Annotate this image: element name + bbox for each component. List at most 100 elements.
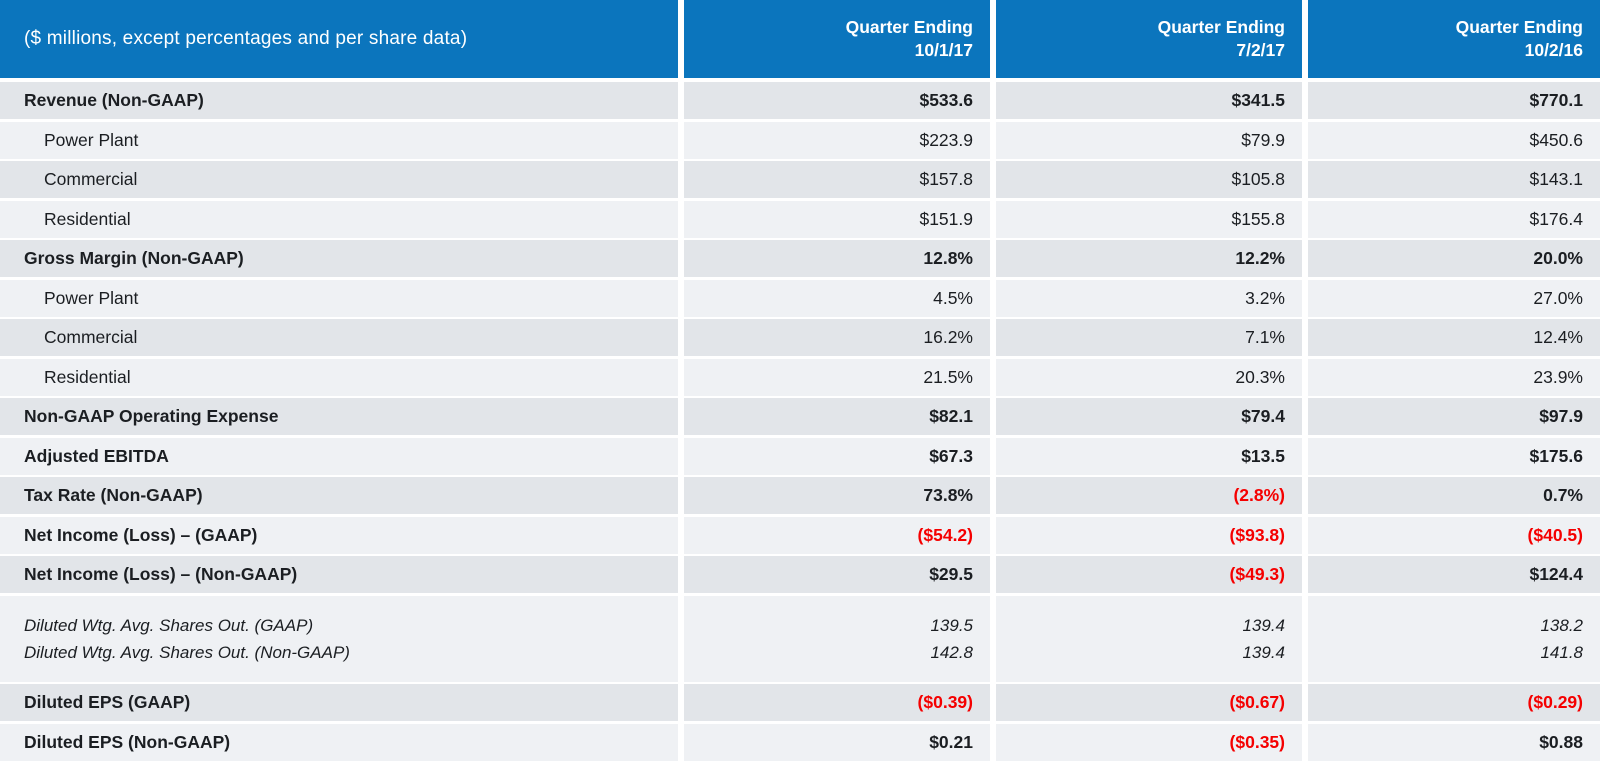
row-label-text: Gross Margin (Non-GAAP): [24, 248, 244, 268]
row-value-cell: $533.6: [684, 82, 990, 119]
row-label: Net Income (Loss) – (Non-GAAP): [0, 556, 678, 593]
row-label: Commercial: [0, 319, 678, 356]
cell-value: $82.1: [929, 406, 973, 426]
row-value-cell: 16.2%: [684, 319, 990, 356]
cell-value: 21.5%: [923, 366, 973, 387]
cell-value-line: 141.8: [1540, 639, 1583, 666]
cell-value: 23.9%: [1533, 366, 1583, 387]
table-body: Revenue (Non-GAAP) $533.6 $341.5 $770.1 Powe…: [0, 82, 1600, 761]
column-header-title: Quarter Ending: [1455, 16, 1583, 37]
cell-value: 141.8: [1540, 642, 1583, 662]
row-value-cell: 20.3%: [996, 358, 1302, 396]
column-header-date: 10/2/16: [1524, 40, 1583, 60]
column-header-q2-2017: Quarter Ending 7/2/17: [996, 0, 1302, 78]
row-value-cell: ($40.5): [1308, 516, 1600, 554]
column-header-text: Quarter Ending 10/2/16: [1456, 16, 1583, 62]
row-label-text: Commercial: [44, 327, 138, 347]
cell-value: 7.1%: [1245, 327, 1285, 347]
row-value-cell: ($0.39): [684, 684, 990, 721]
cell-value: 142.8: [930, 642, 973, 662]
table-units-caption: ($ millions, except percentages and per …: [0, 0, 678, 78]
column-header-title: Quarter Ending: [1157, 16, 1285, 37]
row-value-cell: $67.3: [684, 437, 990, 475]
cell-value: 0.7%: [1543, 485, 1583, 505]
row-value-cell: $151.9: [684, 200, 990, 238]
row-label-text: Adjusted EBITDA: [24, 445, 169, 466]
row-value-cell: $105.8: [996, 161, 1302, 198]
row-value-cell: $175.6: [1308, 437, 1600, 475]
row-label-line: Diluted Wtg. Avg. Shares Out. (Non-GAAP): [24, 642, 350, 662]
cell-value: $0.21: [929, 731, 973, 752]
cell-value: ($54.2): [917, 524, 973, 545]
row-label-text: Residential: [44, 208, 131, 229]
row-value-cell: 138.2 141.8: [1308, 595, 1600, 682]
table-row: Commercial 16.2% 7.1% 12.4%: [0, 319, 1600, 356]
table-row: Residential 21.5% 20.3% 23.9%: [0, 358, 1600, 396]
row-label: Diluted EPS (GAAP): [0, 684, 678, 721]
units-caption-text: ($ millions, except percentages and per …: [24, 28, 468, 49]
table-row: Diluted EPS (Non-GAAP) $0.21 ($0.35) $0.88: [0, 723, 1600, 761]
row-value-cell: 20.0%: [1308, 240, 1600, 277]
column-header-title: Quarter Ending: [845, 16, 973, 37]
row-value-cell: $770.1: [1308, 82, 1600, 119]
cell-value: (2.8%): [1233, 485, 1285, 505]
cell-value: 12.4%: [1533, 327, 1583, 347]
cell-value: 4.5%: [933, 287, 973, 308]
row-label-text: Power Plant: [44, 287, 139, 308]
cell-value: $176.4: [1529, 208, 1583, 229]
column-header-date: 7/2/17: [1236, 40, 1285, 60]
cell-value: $0.88: [1539, 731, 1583, 752]
row-value-cell: $176.4: [1308, 200, 1600, 238]
row-label-text: Power Plant: [44, 129, 139, 150]
cell-value: 3.2%: [1245, 287, 1285, 308]
row-label-text: Net Income (Loss) – (Non-GAAP): [24, 564, 298, 584]
row-value-cell: ($0.29): [1308, 684, 1600, 721]
row-value-cell: $0.88: [1308, 723, 1600, 761]
cell-value: $79.4: [1241, 406, 1285, 426]
cell-value: $157.8: [919, 169, 973, 189]
row-value-cell: $82.1: [684, 398, 990, 435]
table-row: Residential $151.9 $155.8 $176.4: [0, 200, 1600, 238]
cell-value: ($0.29): [1527, 692, 1583, 712]
row-label-text: Tax Rate (Non-GAAP): [24, 485, 203, 505]
row-value-cell: 21.5%: [684, 358, 990, 396]
cell-value: ($0.39): [917, 692, 973, 712]
row-label: Net Income (Loss) – (GAAP): [0, 516, 678, 554]
row-label: Diluted Wtg. Avg. Shares Out. (GAAP) Dilu…: [0, 595, 678, 682]
cell-value: 139.5: [930, 615, 973, 635]
row-value-cell: 73.8%: [684, 477, 990, 514]
row-value-cell: ($49.3): [996, 556, 1302, 593]
table-row: Commercial $157.8 $105.8 $143.1: [0, 161, 1600, 198]
row-value-cell: 12.2%: [996, 240, 1302, 277]
cell-value-line: 138.2: [1540, 612, 1583, 639]
row-value-cell: $13.5: [996, 437, 1302, 475]
row-label-text: Non-GAAP Operating Expense: [24, 406, 279, 426]
row-label: Revenue (Non-GAAP): [0, 82, 678, 119]
table-row: Diluted EPS (GAAP) ($0.39) ($0.67) ($0.29): [0, 684, 1600, 721]
cell-value-line: 139.4: [1242, 639, 1285, 666]
row-value-cell: 139.4 139.4: [996, 595, 1302, 682]
table-row: Gross Margin (Non-GAAP) 12.8% 12.2% 20.0%: [0, 240, 1600, 277]
cell-value: 138.2: [1540, 615, 1583, 635]
row-label-text: Diluted EPS (Non-GAAP): [24, 731, 231, 752]
cell-value-line: 139.5: [930, 612, 973, 639]
row-label-line: Diluted Wtg. Avg. Shares Out. (GAAP): [24, 615, 314, 635]
cell-value: $124.4: [1529, 564, 1583, 584]
cell-value: $97.9: [1539, 406, 1583, 426]
row-label: Diluted EPS (Non-GAAP): [0, 723, 678, 761]
row-label-text: Diluted EPS (GAAP): [24, 692, 191, 712]
table-row: Revenue (Non-GAAP) $533.6 $341.5 $770.1: [0, 82, 1600, 119]
row-value-cell: 3.2%: [996, 279, 1302, 317]
row-value-cell: (2.8%): [996, 477, 1302, 514]
row-label: Gross Margin (Non-GAAP): [0, 240, 678, 277]
cell-value: $341.5: [1231, 90, 1285, 110]
cell-value: $450.6: [1529, 129, 1583, 150]
row-value-cell: 12.8%: [684, 240, 990, 277]
row-value-cell: $155.8: [996, 200, 1302, 238]
row-value-cell: $29.5: [684, 556, 990, 593]
cell-value: 139.4: [1242, 615, 1285, 635]
row-value-cell: ($54.2): [684, 516, 990, 554]
row-label: Adjusted EBITDA: [0, 437, 678, 475]
table-row: Tax Rate (Non-GAAP) 73.8% (2.8%) 0.7%: [0, 477, 1600, 514]
